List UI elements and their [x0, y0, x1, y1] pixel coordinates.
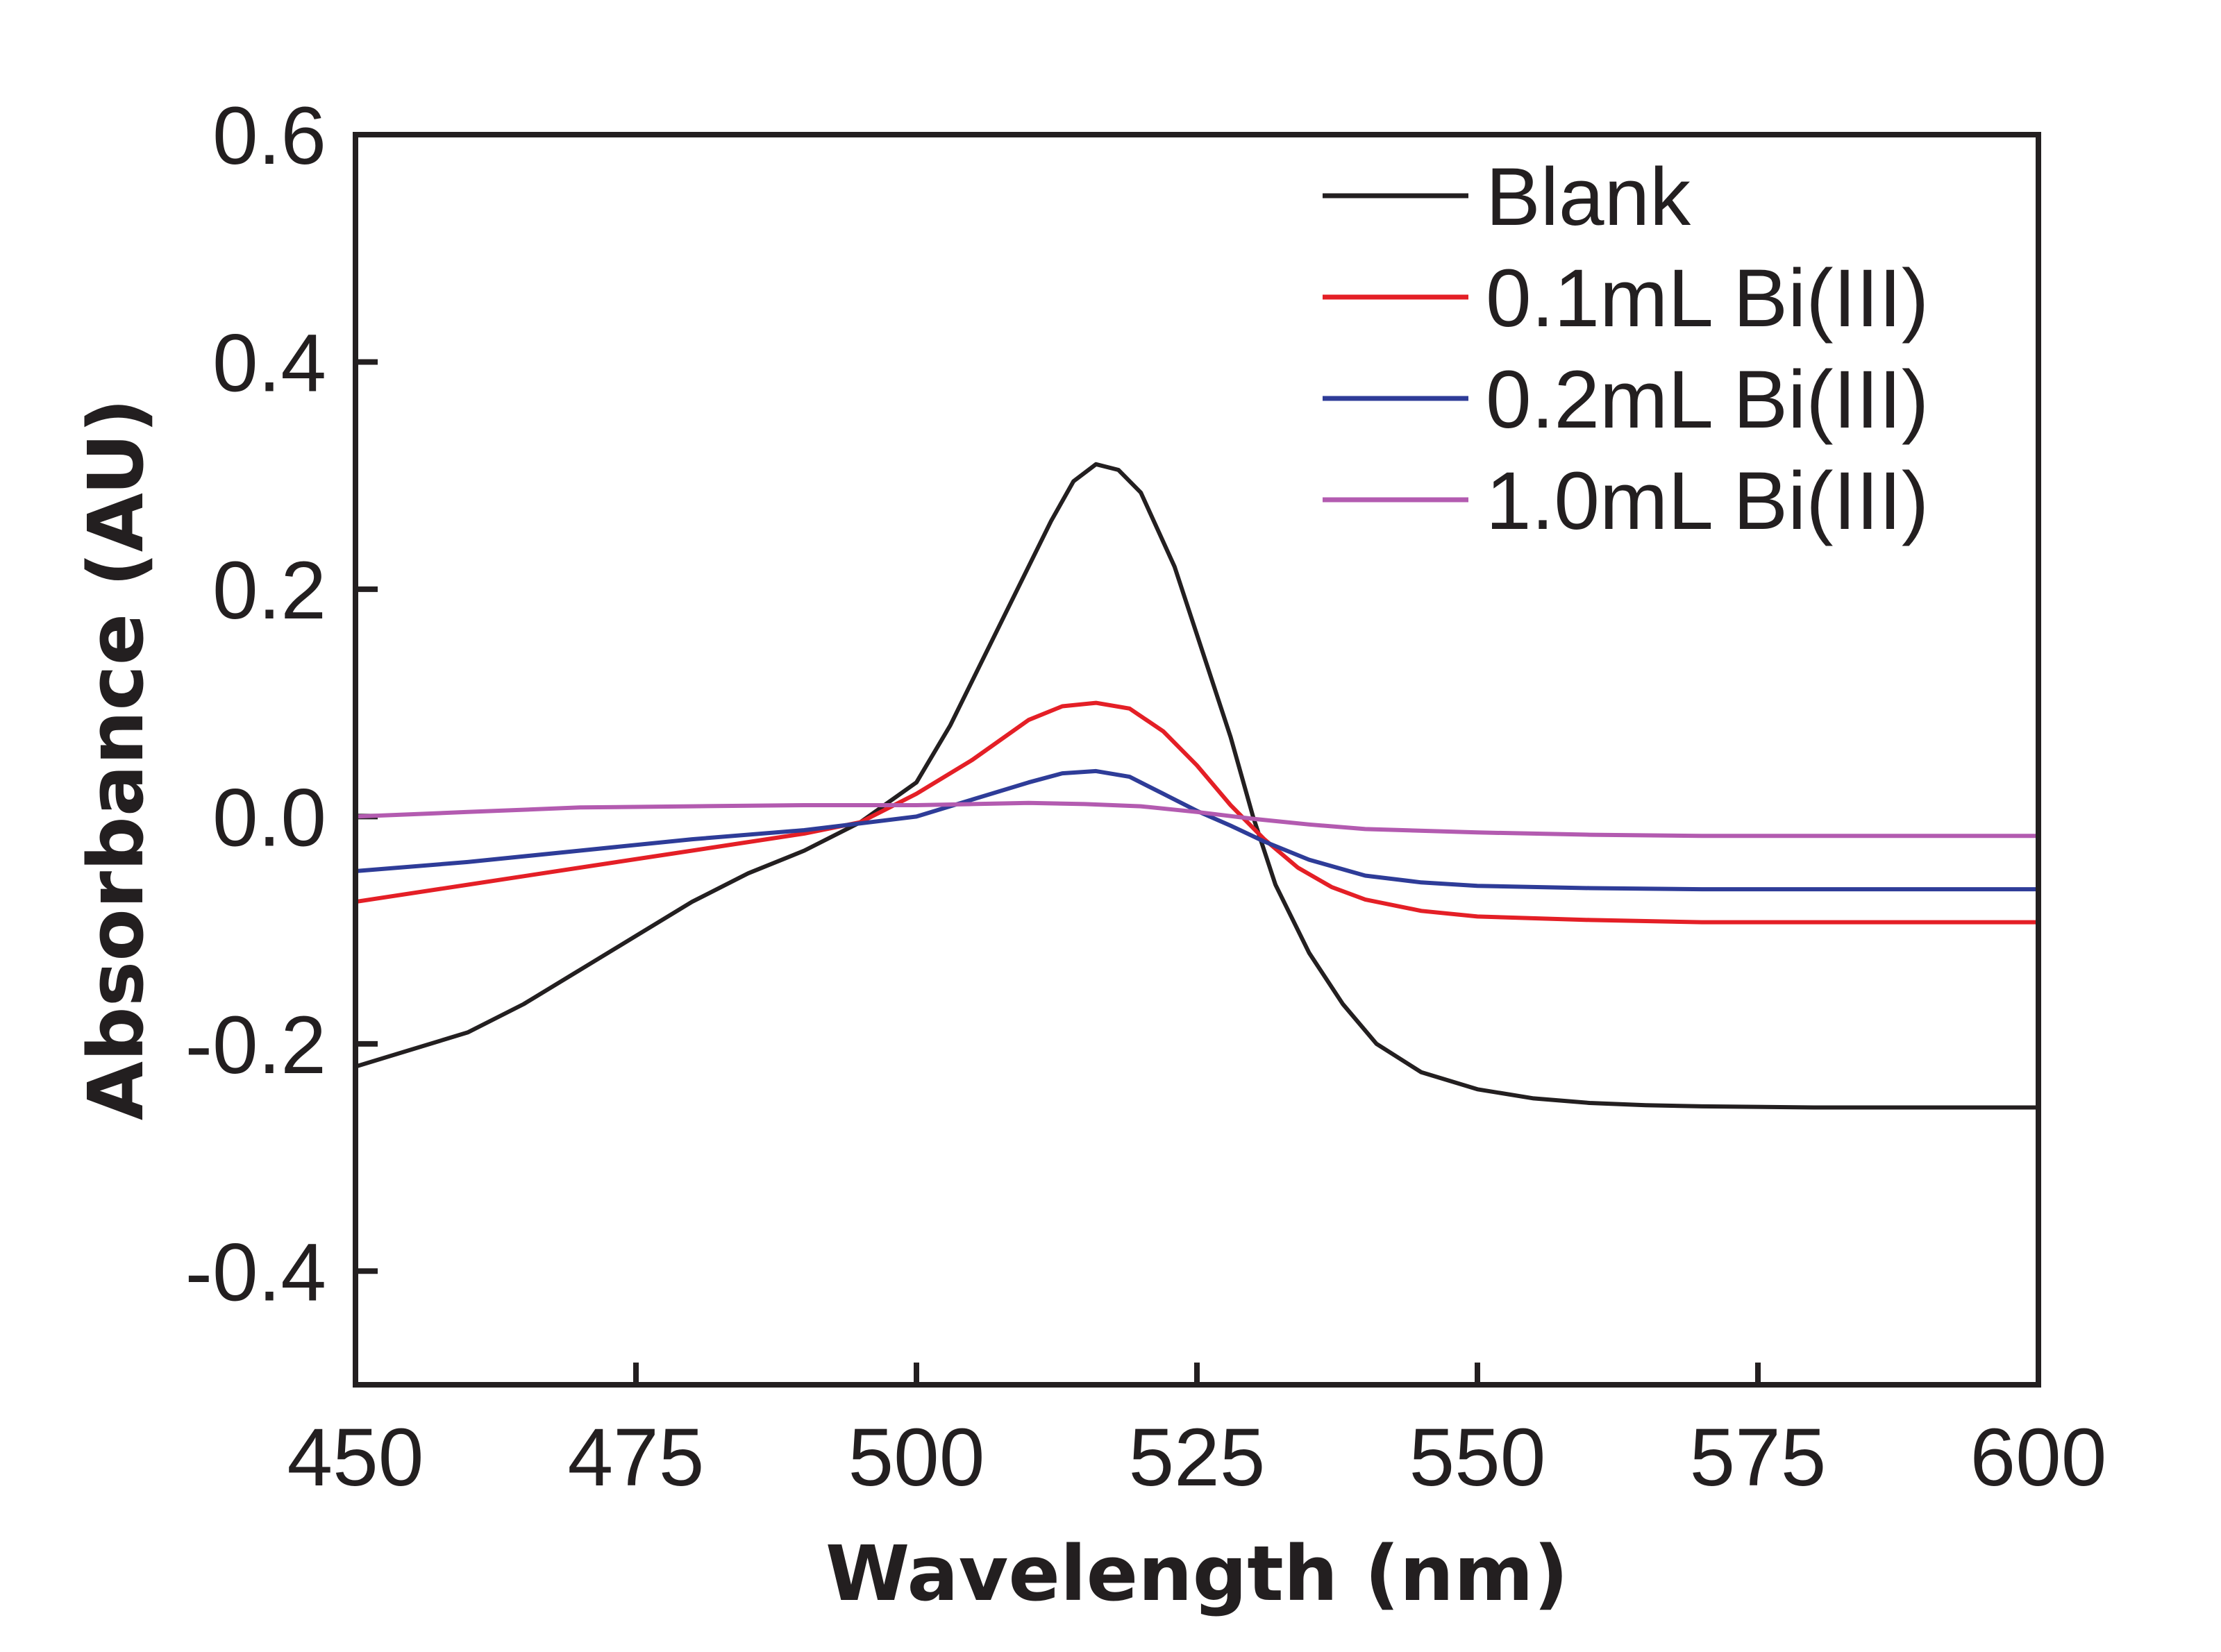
y-tick-label--0.4: -0.4	[185, 1227, 326, 1318]
legend-label-0-2ml-bi-iii: 0.2mL Bi(III)	[1486, 354, 1929, 446]
series-line-blank	[353, 462, 2040, 1110]
legend-label-1-0ml-bi-iii: 1.0mL Bi(III)	[1486, 455, 1929, 547]
x-tick-label-475: 475	[568, 1412, 705, 1503]
legend-label-blank: Blank	[1486, 151, 1691, 243]
y-tick-label-0.4: 0.4	[212, 317, 326, 409]
plot-frame	[353, 132, 2041, 1388]
y-tick-label--0.2: -0.2	[185, 1000, 326, 1091]
y-axis-title: Absorbance (AU)	[72, 398, 160, 1120]
x-tick-label-450: 450	[287, 1412, 424, 1503]
y-tick-label-0.6: 0.6	[212, 90, 326, 182]
x-tick-label-500: 500	[848, 1412, 985, 1503]
legend-label-0-1ml-bi-iii: 0.1mL Bi(III)	[1486, 253, 1929, 344]
series-layer	[353, 462, 2040, 1110]
series-line-0-1ml-bi-iii	[353, 700, 2040, 925]
x-axis-title: Wavelength (nm)	[825, 1529, 1568, 1618]
x-tick-label-575: 575	[1690, 1412, 1827, 1503]
x-tick-label-550: 550	[1409, 1412, 1546, 1503]
tick-layer: 450 475 500 525 550 575 600 0.6 0.4 0.2 0.0 -0.2 -0.…	[185, 90, 2107, 1503]
series-line-0-2ml-bi-iii	[353, 768, 2040, 892]
y-tick-label-0.0: 0.0	[212, 772, 326, 863]
legend: Blank 0.1mL Bi(III) 0.2mL Bi(III)1.0mL Bi(…	[1323, 151, 1929, 547]
series-line-1-0ml-bi-iii	[353, 800, 2040, 838]
x-tick-label-525: 525	[1129, 1412, 1266, 1503]
y-tick-label-0.2: 0.2	[212, 545, 326, 637]
x-tick-label-600: 600	[1970, 1412, 2107, 1503]
